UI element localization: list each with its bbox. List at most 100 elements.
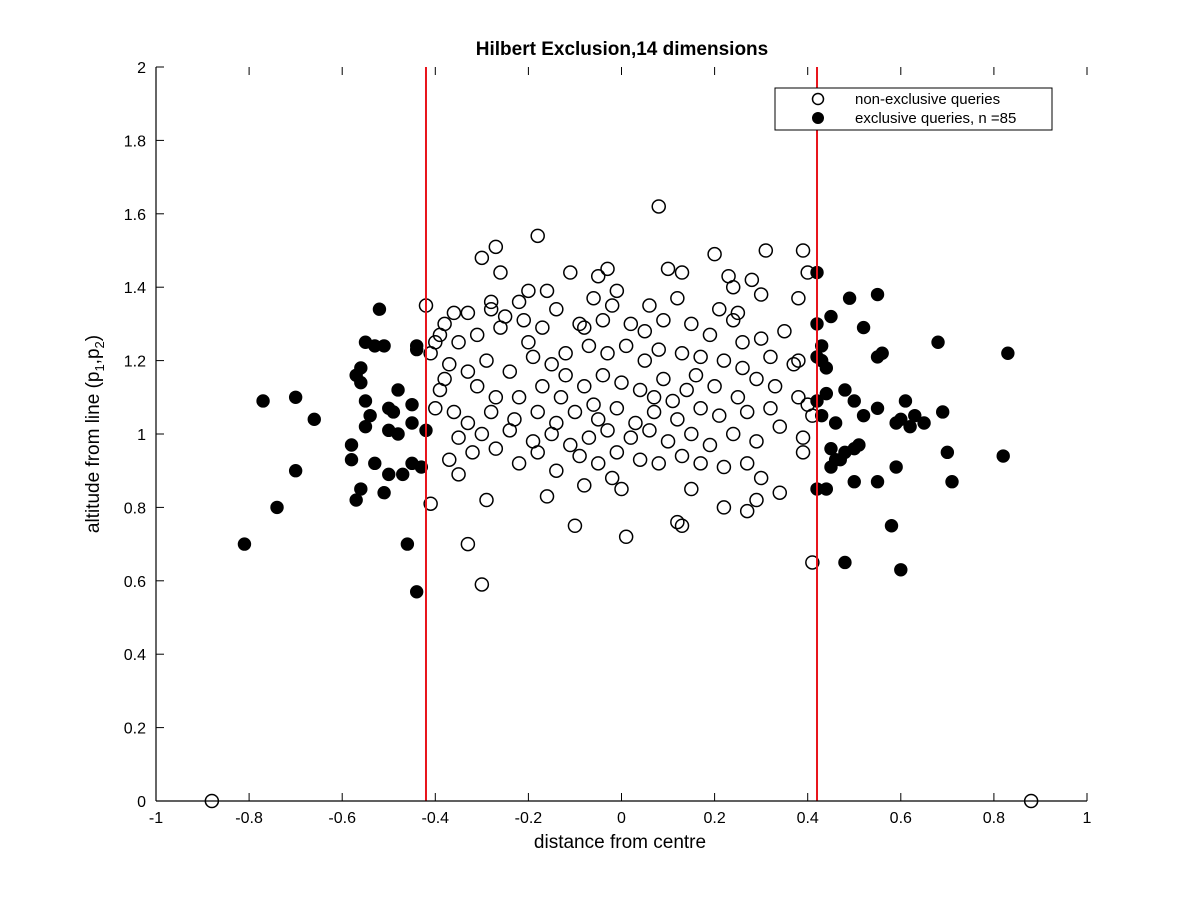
data-point-exclusive xyxy=(414,460,429,474)
y-tick-label: 0.6 xyxy=(124,574,146,591)
data-point-non-exclusive xyxy=(488,239,504,255)
data-point-non-exclusive xyxy=(460,364,476,379)
data-point-non-exclusive xyxy=(679,382,694,398)
data-point-exclusive xyxy=(270,500,284,515)
data-point-exclusive xyxy=(237,537,252,551)
data-point-non-exclusive xyxy=(753,287,769,302)
data-point-non-exclusive xyxy=(451,335,466,350)
data-point-non-exclusive xyxy=(604,298,620,313)
data-point-non-exclusive xyxy=(707,379,722,394)
data-point-non-exclusive xyxy=(577,320,592,335)
data-point-non-exclusive xyxy=(795,430,811,445)
data-point-non-exclusive xyxy=(586,290,601,306)
data-point-non-exclusive xyxy=(651,342,666,357)
data-point-non-exclusive xyxy=(805,555,820,570)
data-point-non-exclusive xyxy=(590,456,606,471)
data-point-exclusive xyxy=(344,438,359,452)
data-point-non-exclusive xyxy=(693,401,708,416)
data-point-exclusive xyxy=(875,346,889,360)
data-point-non-exclusive xyxy=(488,441,504,456)
y-axis-label: altitude from line (p1,p2) xyxy=(83,335,107,533)
data-point-non-exclusive xyxy=(735,335,750,350)
data-point-non-exclusive xyxy=(563,437,578,453)
data-point-non-exclusive xyxy=(632,452,648,467)
data-point-non-exclusive xyxy=(693,349,708,365)
axes: -1 -0.8 -0.6 -0.4 -0.2 0 0.2 0.4 0.6 0.8 1 0 0.2 0.4… xyxy=(124,60,1092,827)
x-tick-label: 0 xyxy=(617,810,626,827)
data-point-non-exclusive xyxy=(646,404,662,420)
y-tick-label: 1.4 xyxy=(124,280,146,297)
data-point-non-exclusive xyxy=(595,368,611,383)
data-point-exclusive xyxy=(856,320,871,335)
data-point-exclusive xyxy=(368,456,382,471)
data-point-exclusive xyxy=(870,401,885,416)
y-tick-label: 1.2 xyxy=(124,354,146,371)
data-point-non-exclusive xyxy=(623,430,639,445)
data-point-non-exclusive xyxy=(660,261,676,277)
data-point-non-exclusive xyxy=(670,412,685,427)
data-point-non-exclusive xyxy=(791,390,806,405)
series-exclusive xyxy=(237,265,1015,599)
data-point-non-exclusive xyxy=(474,426,490,442)
data-point-non-exclusive xyxy=(735,360,750,376)
data-point-non-exclusive xyxy=(730,305,746,321)
data-point-non-exclusive xyxy=(423,496,438,511)
data-point-exclusive xyxy=(847,394,861,408)
data-point-non-exclusive xyxy=(530,445,545,460)
data-point-exclusive xyxy=(377,486,391,500)
data-point-non-exclusive xyxy=(614,375,629,390)
y-axis-label-close: ) xyxy=(83,335,104,341)
data-point-exclusive xyxy=(814,339,829,353)
data-point-non-exclusive xyxy=(693,456,708,471)
data-point-non-exclusive xyxy=(637,353,653,368)
y-axis-label-sub2: 2 xyxy=(92,341,107,348)
data-point-non-exclusive xyxy=(469,327,485,343)
data-point-exclusive xyxy=(940,445,955,460)
data-point-non-exclusive xyxy=(660,434,676,449)
data-point-non-exclusive xyxy=(684,481,699,497)
data-point-non-exclusive xyxy=(502,364,518,379)
data-point-non-exclusive xyxy=(521,283,536,299)
data-point-non-exclusive xyxy=(590,268,606,284)
legend: non-exclusive queries exclusive queries,… xyxy=(774,87,1053,131)
data-point-non-exclusive xyxy=(725,279,741,295)
data-point-non-exclusive xyxy=(451,467,466,482)
data-point-non-exclusive xyxy=(535,320,550,335)
data-point-exclusive xyxy=(898,394,913,408)
data-point-non-exclusive xyxy=(539,283,555,299)
threshold-lines xyxy=(424,67,819,801)
data-point-non-exclusive xyxy=(758,243,774,258)
x-tick-label: -0.4 xyxy=(422,810,450,827)
data-point-exclusive xyxy=(814,408,829,423)
data-point-non-exclusive xyxy=(493,265,508,280)
data-point-non-exclusive xyxy=(646,390,662,405)
data-point-non-exclusive xyxy=(749,434,764,449)
data-point-non-exclusive xyxy=(558,346,573,361)
data-point-non-exclusive xyxy=(577,478,592,493)
data-point-exclusive xyxy=(908,408,922,423)
y-tick-label: 1.6 xyxy=(124,207,146,224)
data-point-non-exclusive xyxy=(446,404,462,420)
data-point-non-exclusive xyxy=(497,309,513,324)
data-point-exclusive xyxy=(396,467,410,482)
data-point-non-exclusive xyxy=(428,335,443,350)
data-point-non-exclusive xyxy=(763,349,778,365)
data-point-non-exclusive xyxy=(479,492,494,508)
data-point-non-exclusive xyxy=(674,346,690,361)
data-point-non-exclusive xyxy=(460,305,476,321)
x-tick-label: 0.4 xyxy=(797,810,819,827)
data-point-non-exclusive xyxy=(716,500,732,515)
data-point-non-exclusive xyxy=(712,408,727,423)
data-point-non-exclusive xyxy=(460,415,476,431)
data-point-non-exclusive xyxy=(642,423,657,438)
data-point-non-exclusive xyxy=(730,390,746,405)
data-point-non-exclusive xyxy=(572,448,587,464)
data-point-exclusive xyxy=(391,383,405,397)
data-point-non-exclusive xyxy=(581,430,597,445)
data-point-exclusive xyxy=(1001,346,1015,360)
data-point-exclusive xyxy=(372,302,387,316)
x-tick-label: -0.8 xyxy=(235,810,263,827)
data-point-non-exclusive xyxy=(772,485,788,500)
data-point-non-exclusive xyxy=(674,518,690,533)
